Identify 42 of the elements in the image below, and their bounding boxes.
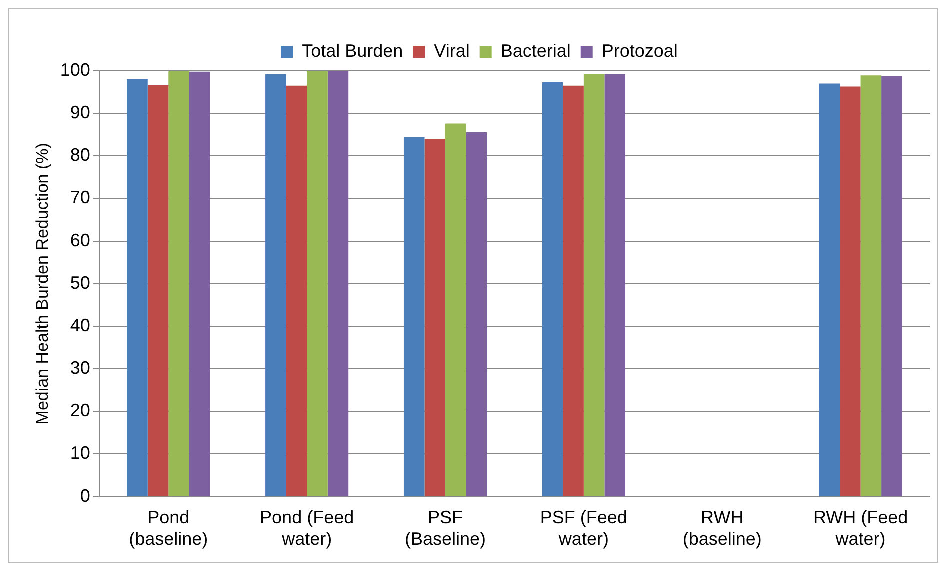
y-tick-label: 80 bbox=[70, 145, 90, 166]
y-tick-label: 0 bbox=[80, 486, 90, 506]
y-tick-label: 50 bbox=[70, 272, 90, 293]
bar bbox=[882, 76, 902, 496]
bar bbox=[860, 76, 882, 496]
x-tick-label: PSF (Baseline) bbox=[404, 508, 486, 550]
legend-label: Viral bbox=[434, 40, 470, 61]
bar bbox=[604, 74, 626, 496]
y-tick-label: 20 bbox=[70, 400, 90, 421]
y-tick-label: 30 bbox=[70, 358, 90, 378]
legend-label: Protozoal bbox=[602, 40, 678, 61]
bar bbox=[542, 82, 564, 496]
bar bbox=[563, 86, 584, 496]
legend-label: Bacterial bbox=[500, 40, 571, 61]
y-tick-label: 90 bbox=[70, 102, 90, 123]
x-tick-label: RWH (baseline) bbox=[682, 508, 762, 550]
bar bbox=[266, 74, 286, 496]
y-tick-label: 100 bbox=[60, 60, 90, 80]
x-tick-label: RWH (Feed water) bbox=[813, 508, 908, 550]
bar bbox=[189, 72, 210, 496]
bar bbox=[466, 132, 488, 496]
y-tick-label: 70 bbox=[70, 188, 90, 208]
bar bbox=[819, 84, 840, 496]
y-axis-title: Median Health Burden Reduction (%) bbox=[32, 143, 52, 425]
bar bbox=[148, 85, 169, 496]
y-tick-label: 10 bbox=[70, 443, 90, 464]
bar bbox=[328, 71, 349, 496]
bar bbox=[584, 74, 605, 496]
bar bbox=[286, 86, 308, 496]
bar bbox=[127, 80, 148, 496]
bar bbox=[446, 124, 466, 496]
y-tick-label: 40 bbox=[70, 315, 90, 336]
bar bbox=[840, 86, 861, 496]
x-tick-label: PSF (Feed water) bbox=[540, 508, 628, 550]
bar bbox=[424, 139, 446, 496]
bar bbox=[168, 71, 190, 496]
x-tick-label: Pond (baseline) bbox=[129, 508, 208, 550]
y-tick-label: 60 bbox=[70, 230, 90, 250]
x-tick-label: Pond (Feed water) bbox=[260, 508, 354, 550]
legend-label: Total Burden bbox=[302, 40, 404, 61]
bar bbox=[307, 71, 328, 496]
bar bbox=[404, 137, 425, 496]
